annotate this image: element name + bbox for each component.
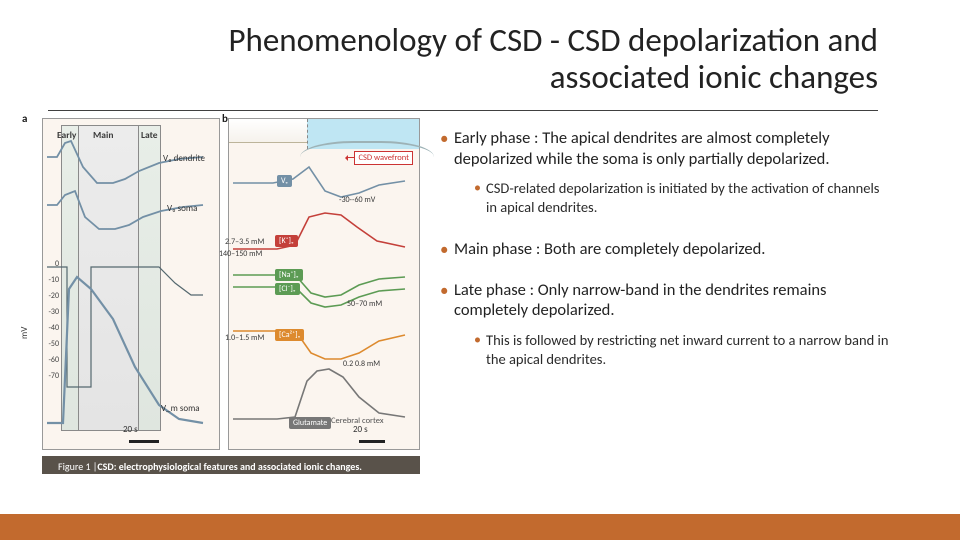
title-rule [48, 110, 878, 111]
bullet-main: Main phase : Both are completely depolar… [440, 239, 890, 260]
ytick: -70 [41, 371, 59, 387]
scalebar-a [129, 440, 159, 443]
caption-prefix: Figure 1 | [50, 458, 97, 476]
ann-ca-low: 1.0–1.5 mM [225, 333, 264, 343]
trace-vs-label: V₀ soma [167, 203, 197, 214]
bullet-late: Late phase : Only narrow-band in the den… [440, 280, 890, 321]
ann-na-high: 140–150 mM [219, 249, 262, 259]
ann-nacl: 50–70 mM [347, 299, 382, 309]
ion-ca-label: [Ca²⁺]ₑ [275, 329, 304, 341]
ann-ca-range: 0.2 0.8 mM [343, 359, 380, 369]
ytick: -30 [41, 307, 59, 323]
ann-ve: -30--60 mV [339, 195, 375, 205]
slide-title: Phenomenology of CSD - CSD depolarizatio… [118, 22, 878, 96]
scalebar-b-label: 20 s [353, 424, 368, 435]
trace-na [233, 275, 405, 297]
bullet-late-sub: This is followed by restricting net inwa… [474, 331, 890, 369]
trace-glu [233, 369, 405, 419]
ytick: -50 [41, 339, 59, 355]
ytick: -60 [41, 355, 59, 371]
scalebar-a-label: 20 s [123, 424, 138, 435]
footer-bar [0, 514, 960, 540]
ion-na-label: [Na⁺]ₑ [275, 269, 303, 281]
y-unit: mV [19, 327, 30, 339]
ytick: 0 [41, 259, 59, 275]
caption-text: CSD: electrophysiological features and a… [97, 460, 362, 473]
panel-b: CSD wavefront Vₑ [K⁺]ₑ [Na⁺]ₑ [Cl⁻]ₑ [Ca… [228, 118, 420, 450]
ion-k-label: [K⁺]ₑ [275, 235, 298, 247]
figure-caption: Figure 1 | CSD: electrophysiological fea… [42, 456, 420, 474]
trace-ve [233, 167, 405, 197]
scalebar-b [359, 440, 385, 443]
bullet-early: Early phase : The apical dendrites are a… [440, 128, 890, 169]
ytick: -40 [41, 323, 59, 339]
trace-vm-label: V_m soma [161, 403, 200, 414]
panel-a: Early Main Late V₀ dendrite V₀ soma V_m … [42, 118, 220, 450]
ion-cl-label: [Cl⁻]ₑ [275, 283, 300, 295]
trace-vd-label: V₀ dendrite [163, 153, 205, 164]
panel-b-traces [229, 119, 419, 449]
ann-k-low: 2.7–3.5 mM [225, 237, 264, 247]
ion-glu-label: Glutamate [289, 417, 331, 429]
figure: a b Early Main Late V₀ dendrite V₀ soma … [42, 118, 422, 478]
panel-a-label: a [22, 112, 27, 125]
ytick: -10 [41, 275, 59, 291]
text-column: Early phase : The apical dendrites are a… [440, 128, 890, 381]
ion-ve-label: Vₑ [277, 175, 292, 187]
ytick: -20 [41, 291, 59, 307]
bullet-early-sub: CSD-related depolarization is initiated … [474, 179, 890, 217]
y-axis: 0 -10 -20 -30 -40 -50 -60 -70 [41, 259, 71, 387]
